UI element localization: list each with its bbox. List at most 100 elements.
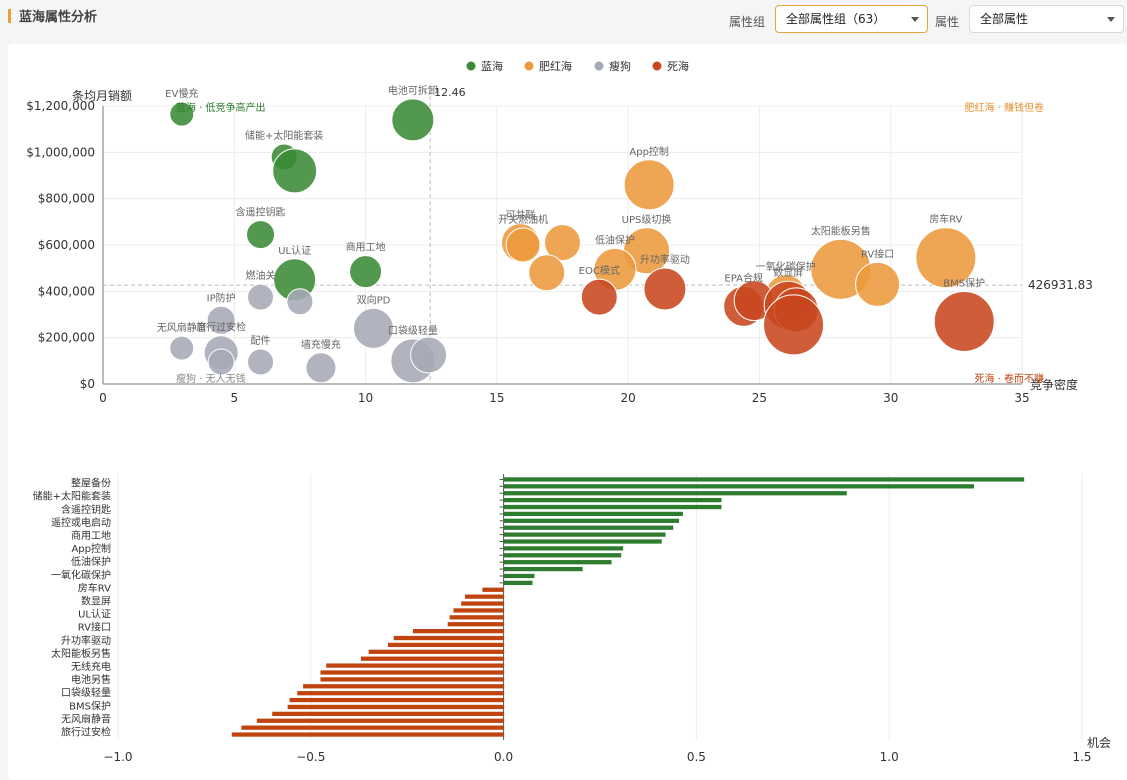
y-tick-label: $200,000 bbox=[38, 331, 95, 345]
bar[interactable] bbox=[241, 725, 504, 730]
opportunity-bar-chart: −1.0 −0.5 0.0 0.5 1.0 1.5 整屋备份储能+太阳能套装含遥控钥匙遥控… bbox=[33, 474, 1111, 764]
quadrant-label-top-right: 肥红海 · 赚钱但卷 bbox=[964, 101, 1044, 114]
bubble[interactable] bbox=[169, 101, 195, 127]
bubble[interactable] bbox=[247, 348, 275, 376]
bar-category-label: 商用工地 bbox=[71, 529, 111, 542]
bar[interactable] bbox=[503, 518, 680, 523]
bar[interactable] bbox=[503, 504, 722, 510]
bar[interactable] bbox=[503, 497, 722, 503]
bar[interactable] bbox=[503, 491, 847, 496]
bubble[interactable] bbox=[933, 290, 995, 352]
x-tick-label: 0 bbox=[99, 391, 107, 405]
legend-item-label[interactable]: 死海 bbox=[667, 59, 689, 73]
bar[interactable] bbox=[461, 601, 504, 606]
bar[interactable] bbox=[289, 697, 504, 703]
bubble[interactable] bbox=[763, 294, 825, 356]
bubble[interactable] bbox=[305, 352, 337, 384]
legend-item-label[interactable]: 瘦狗 bbox=[609, 59, 631, 73]
bar[interactable] bbox=[503, 560, 612, 565]
bar-category-label: 含遥控钥匙 bbox=[61, 503, 111, 516]
bar[interactable] bbox=[412, 628, 504, 634]
bubble[interactable] bbox=[528, 254, 566, 292]
bar-category-label: 无风扇静音 bbox=[61, 712, 111, 725]
bubble[interactable] bbox=[246, 220, 276, 250]
bubble[interactable] bbox=[623, 159, 675, 211]
legend-swatch[interactable] bbox=[466, 61, 476, 71]
bar[interactable] bbox=[449, 615, 504, 620]
bar[interactable] bbox=[503, 484, 975, 489]
bubble[interactable] bbox=[855, 261, 901, 307]
bar-x-tick-label: 1.5 bbox=[1072, 750, 1091, 764]
ref-x-label: 12.46 bbox=[434, 86, 466, 99]
bar[interactable] bbox=[326, 663, 504, 668]
bar[interactable] bbox=[303, 684, 504, 689]
bubble[interactable] bbox=[272, 148, 318, 194]
legend-item-label[interactable]: 蓝海 bbox=[481, 59, 503, 73]
bar[interactable] bbox=[387, 642, 504, 648]
scatter-bubbles[interactable] bbox=[169, 98, 995, 384]
bar[interactable] bbox=[393, 635, 504, 641]
legend-swatch[interactable] bbox=[594, 61, 604, 71]
bar[interactable] bbox=[256, 718, 504, 723]
bar[interactable] bbox=[503, 539, 662, 544]
bar[interactable] bbox=[503, 566, 583, 572]
bubble[interactable] bbox=[286, 288, 314, 316]
bubble[interactable] bbox=[505, 227, 541, 263]
x-tick-label: 20 bbox=[621, 391, 636, 405]
bubble[interactable] bbox=[169, 335, 195, 361]
bar[interactable] bbox=[453, 608, 504, 613]
bar[interactable] bbox=[320, 670, 504, 675]
bar[interactable] bbox=[272, 711, 504, 717]
bubble[interactable] bbox=[915, 227, 977, 289]
bar[interactable] bbox=[503, 511, 683, 517]
legend-swatch[interactable] bbox=[524, 61, 534, 71]
bar[interactable] bbox=[447, 622, 504, 627]
legend-swatch[interactable] bbox=[652, 61, 662, 71]
section-title: 蓝海属性分析 bbox=[8, 6, 97, 25]
bubble[interactable] bbox=[580, 278, 618, 316]
bubble[interactable] bbox=[206, 305, 236, 335]
bar[interactable] bbox=[503, 525, 674, 530]
bar[interactable] bbox=[482, 587, 504, 592]
bar[interactable] bbox=[368, 649, 504, 654]
bar-series[interactable] bbox=[231, 477, 1025, 737]
bubble[interactable] bbox=[544, 224, 581, 262]
y-tick-label: $0 bbox=[80, 377, 95, 391]
bar[interactable] bbox=[503, 553, 622, 558]
x-tick-label: 25 bbox=[752, 391, 767, 405]
bubble-label: 双向PD bbox=[357, 293, 391, 306]
bubble[interactable] bbox=[349, 255, 383, 289]
bubble-label: 无风扇静音 bbox=[157, 321, 207, 334]
attribute-group-select[interactable]: 全部属性组（63） bbox=[775, 5, 928, 33]
x-tick-label: 10 bbox=[358, 391, 373, 405]
bubble[interactable] bbox=[643, 267, 687, 311]
bar[interactable] bbox=[297, 691, 504, 696]
x-tick-label: 5 bbox=[230, 391, 238, 405]
bar[interactable] bbox=[360, 656, 504, 661]
bar-x-axis-title: 机会 bbox=[1087, 736, 1111, 750]
bubble[interactable] bbox=[207, 348, 235, 376]
bar[interactable] bbox=[503, 546, 624, 551]
x-axis-title: 竞争密度 bbox=[1030, 377, 1078, 392]
bubble[interactable] bbox=[247, 283, 275, 311]
bubble[interactable] bbox=[352, 307, 394, 349]
bar[interactable] bbox=[503, 532, 666, 537]
bar[interactable] bbox=[503, 477, 1025, 482]
bar[interactable] bbox=[320, 677, 504, 682]
bar[interactable] bbox=[503, 573, 535, 579]
bar[interactable] bbox=[503, 580, 533, 586]
y-axis-title: 条均月销额 bbox=[72, 89, 132, 103]
scatter-legend[interactable]: 蓝海 肥红海 瘦狗 死海 bbox=[466, 59, 690, 73]
bubble[interactable] bbox=[391, 98, 435, 142]
legend-item-label[interactable]: 肥红海 bbox=[539, 59, 572, 73]
bar[interactable] bbox=[231, 732, 504, 737]
bubble[interactable] bbox=[410, 336, 448, 374]
bar-category-label: 升功率驱动 bbox=[61, 634, 111, 647]
bubble-label: 旅行过安检 bbox=[196, 321, 246, 334]
x-tick-label: 35 bbox=[1014, 391, 1029, 405]
bubble-label: 电池可拆卸 bbox=[388, 84, 438, 97]
bar[interactable] bbox=[465, 594, 504, 599]
bar-x-tick-label: 0.5 bbox=[687, 750, 706, 764]
attribute-select[interactable]: 全部属性 bbox=[969, 5, 1124, 33]
bar[interactable] bbox=[287, 704, 504, 710]
